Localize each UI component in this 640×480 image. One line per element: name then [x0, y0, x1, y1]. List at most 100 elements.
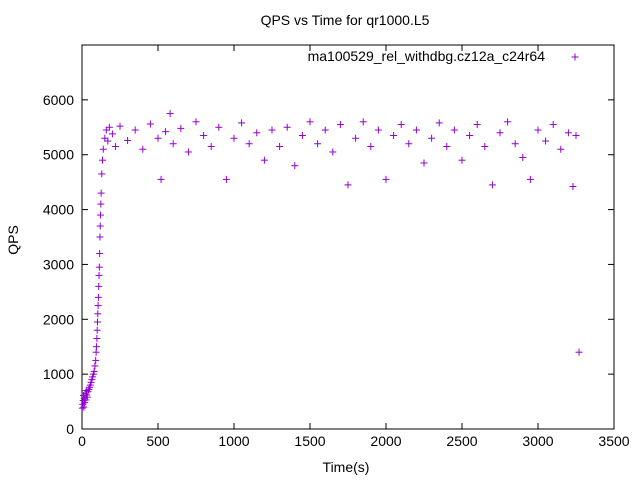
data-point — [458, 156, 466, 164]
y-tick-label: 3000 — [43, 256, 74, 272]
data-point — [238, 119, 246, 127]
y-axis-label: QPS — [5, 225, 21, 255]
data-point — [97, 200, 105, 208]
data-point — [169, 140, 177, 148]
y-tick-label: 6000 — [43, 92, 74, 108]
data-point — [443, 142, 451, 150]
data-point — [95, 282, 103, 290]
x-tick-label: 0 — [78, 433, 86, 449]
data-point — [557, 145, 565, 153]
x-tick-label: 2500 — [446, 433, 477, 449]
data-point — [108, 130, 116, 138]
data-point — [519, 153, 527, 161]
series-points — [78, 110, 583, 412]
data-point — [93, 334, 101, 342]
data-point — [162, 128, 170, 136]
x-tick-label: 2000 — [370, 433, 401, 449]
data-point — [139, 145, 147, 153]
data-point — [504, 118, 512, 126]
data-point — [92, 343, 100, 351]
y-tick-label: 5000 — [43, 147, 74, 163]
data-point — [245, 140, 253, 148]
data-point — [99, 145, 107, 153]
data-point — [405, 140, 413, 148]
data-point — [207, 142, 215, 150]
chart-title: QPS vs Time for qr1000.L5 — [261, 12, 430, 28]
data-point — [177, 124, 185, 132]
y-axis: 0 1000 2000 3000 4000 5000 6000 — [43, 92, 614, 437]
data-point — [466, 132, 474, 140]
data-point — [154, 134, 162, 142]
data-point — [200, 132, 208, 140]
data-point — [390, 132, 398, 140]
data-point — [97, 211, 105, 219]
data-point — [450, 126, 458, 134]
data-point — [276, 142, 284, 150]
y-tick-label: 0 — [66, 421, 74, 437]
data-point — [116, 122, 124, 130]
data-point — [428, 134, 436, 142]
data-point — [526, 175, 534, 183]
data-point — [473, 121, 481, 129]
data-point — [572, 132, 580, 140]
x-axis-label: Time(s) — [323, 459, 370, 475]
x-tick-label: 500 — [146, 433, 170, 449]
data-point — [80, 403, 88, 411]
legend: ma100529_rel_withdbg.cz12a_c24r64 — [308, 48, 579, 64]
data-point — [564, 129, 572, 137]
y-tick-label: 1000 — [43, 366, 74, 382]
data-point — [542, 137, 550, 145]
data-point — [192, 118, 200, 126]
data-point — [230, 134, 238, 142]
data-point — [511, 140, 519, 148]
data-point — [534, 126, 542, 134]
data-point — [253, 129, 261, 137]
data-point — [291, 162, 299, 170]
data-point — [397, 121, 405, 129]
data-point — [488, 181, 496, 189]
x-tick-label: 1500 — [294, 433, 325, 449]
data-point — [95, 271, 103, 279]
data-point — [99, 156, 107, 164]
data-point — [91, 362, 99, 370]
data-point — [83, 393, 91, 401]
data-point — [575, 348, 583, 356]
data-point — [298, 132, 306, 140]
data-point — [96, 222, 104, 230]
x-tick-label: 3500 — [598, 433, 629, 449]
data-point — [124, 136, 132, 144]
data-point — [166, 110, 174, 118]
data-point — [283, 123, 291, 131]
data-point — [96, 249, 104, 257]
y-tick-label: 4000 — [43, 202, 74, 218]
legend-marker — [571, 53, 579, 61]
data-point — [336, 121, 344, 129]
data-point — [306, 118, 314, 126]
data-point — [104, 137, 112, 145]
data-point — [131, 126, 139, 134]
data-point — [184, 148, 192, 156]
data-point — [374, 126, 382, 134]
data-point — [222, 175, 230, 183]
data-point — [105, 123, 113, 131]
data-point — [111, 142, 119, 150]
data-point — [215, 123, 223, 131]
data-point — [98, 170, 106, 178]
data-point — [157, 175, 165, 183]
data-point — [90, 367, 98, 375]
data-point — [146, 120, 154, 128]
legend-marker-symbol — [571, 53, 579, 61]
x-tick-label: 1000 — [218, 433, 249, 449]
data-point — [268, 126, 276, 134]
data-point — [94, 318, 102, 326]
data-point — [496, 129, 504, 137]
data-point — [329, 148, 337, 156]
data-point — [367, 142, 375, 150]
y-tick-label: 2000 — [43, 311, 74, 327]
data-point — [94, 302, 102, 310]
legend-label: ma100529_rel_withdbg.cz12a_c24r64 — [308, 48, 546, 64]
data-point — [549, 121, 557, 129]
data-point — [314, 140, 322, 148]
data-point — [93, 326, 101, 334]
